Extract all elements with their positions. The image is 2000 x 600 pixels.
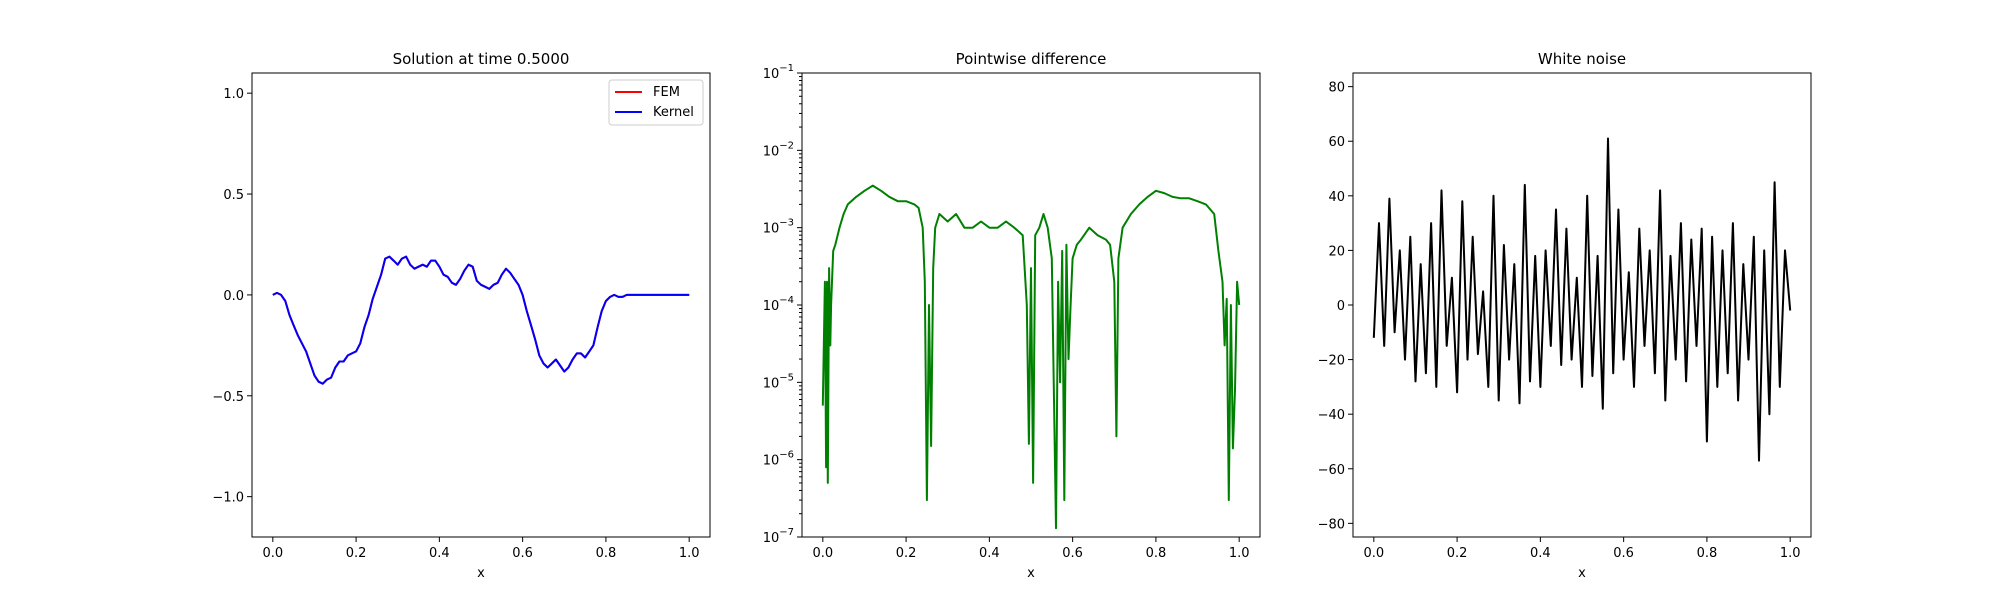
- series-line-solution-kernel: [272, 255, 690, 385]
- x-tick-label-solution: 0.4: [429, 546, 450, 561]
- x-tick-label-white-noise: 0.4: [1530, 546, 1551, 561]
- x-tick-label-difference: 0.2: [896, 546, 917, 561]
- y-tick-label-difference: 10−5: [763, 372, 794, 391]
- x-tick-label-solution: 0.8: [596, 546, 617, 561]
- xlabel-difference: x: [1027, 566, 1035, 581]
- y-tick-label-white-noise: 20: [1328, 244, 1345, 259]
- x-tick-label-solution: 0.2: [346, 546, 367, 561]
- y-tick-label-difference: 10−6: [763, 450, 794, 469]
- xlabel-white-noise: x: [1578, 566, 1586, 581]
- y-tick-label-difference: 10−7: [763, 527, 794, 546]
- plot-area-difference: 0.0 0.2 0.4 0.6 0.8 1.0 10−7 10−6 10−5 10−4 10−3 10…: [763, 63, 1250, 561]
- y-tick-label-difference: 10−3: [763, 218, 794, 237]
- y-tick-label-white-noise: −20: [1318, 354, 1345, 369]
- x-tick-label-difference: 0.4: [979, 546, 1000, 561]
- y-tick-label-solution: −1.0: [212, 491, 244, 506]
- y-tick-label-white-noise: 40: [1328, 190, 1345, 205]
- y-tick-label-difference: 10−1: [763, 63, 794, 82]
- y-tick-label-solution: 0.0: [223, 289, 244, 304]
- panel-difference: Pointwise difference 0.0 0.2 0.4 0.6 0.8 1.0 1…: [763, 50, 1261, 581]
- series-line-white-noise-0: [1372, 137, 1792, 462]
- y-tick-label-difference: 10−2: [763, 140, 794, 159]
- y-tick-label-white-noise: −40: [1318, 408, 1345, 423]
- x-tick-label-difference: 0.8: [1146, 546, 1167, 561]
- x-tick-label-white-noise: 0.2: [1447, 546, 1468, 561]
- x-tick-label-white-noise: 1.0: [1780, 546, 1801, 561]
- y-tick-label-white-noise: 60: [1328, 135, 1345, 150]
- y-tick-label-solution: −0.5: [212, 390, 244, 405]
- frame-difference: [801, 72, 1261, 538]
- title-white-noise: White noise: [1538, 50, 1626, 68]
- x-tick-label-white-noise: 0.6: [1613, 546, 1634, 561]
- x-tick-label-white-noise: 0.0: [1363, 546, 1384, 561]
- xlabel-solution: x: [477, 566, 485, 581]
- plot-area-white-noise: 0.0 0.2 0.4 0.6 0.8 1.0 −80 −60 −40 −20 0 20 40 60 80: [1318, 81, 1801, 561]
- series-line-difference-0: [821, 184, 1241, 530]
- title-solution: Solution at time 0.5000: [393, 50, 570, 68]
- y-tick-label-white-noise: −80: [1318, 517, 1345, 532]
- frame-solution: [251, 72, 711, 538]
- series-line-solution-fem: [272, 255, 690, 385]
- title-difference: Pointwise difference: [956, 50, 1107, 68]
- x-tick-label-difference: 1.0: [1229, 546, 1250, 561]
- legend-label-fem: FEM: [653, 85, 680, 100]
- legend: FEM Kernel: [608, 79, 704, 126]
- y-tick-label-white-noise: −60: [1318, 463, 1345, 478]
- y-tick-label-solution: 1.0: [223, 87, 244, 102]
- frame-white-noise: [1352, 72, 1812, 538]
- y-tick-label-white-noise: 0: [1337, 299, 1345, 314]
- y-tick-label-difference: 10−4: [763, 295, 794, 314]
- plot-area-solution: 0.0 0.2 0.4 0.6 0.8 1.0 −1.0 −0.5 0.0 0.5 1.0: [212, 87, 699, 561]
- x-tick-label-solution: 0.0: [262, 546, 283, 561]
- y-tick-label-solution: 0.5: [223, 188, 244, 203]
- panel-white-noise: White noise 0.0 0.2 0.4 0.6 0.8 1.0 −80 −60 −40 −…: [1318, 50, 1812, 581]
- x-tick-label-solution: 0.6: [512, 546, 533, 561]
- x-tick-label-difference: 0.6: [1062, 546, 1083, 561]
- x-tick-label-difference: 0.0: [812, 546, 833, 561]
- x-tick-label-solution: 1.0: [679, 546, 700, 561]
- x-tick-label-white-noise: 0.8: [1697, 546, 1718, 561]
- panel-solution: Solution at time 0.5000 0.0 0.2 0.4 0.6 0.8 1…: [212, 50, 711, 581]
- legend-label-kernel: Kernel: [653, 105, 694, 120]
- y-tick-label-white-noise: 80: [1328, 81, 1345, 96]
